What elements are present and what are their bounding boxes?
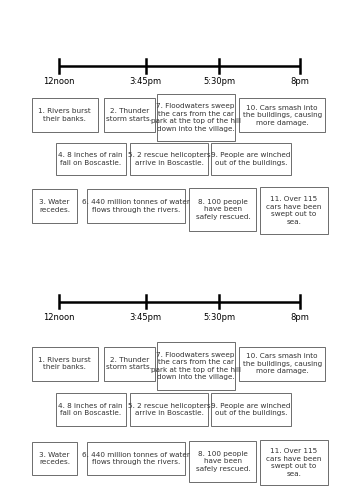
Text: 3. Water
recedes.: 3. Water recedes. bbox=[39, 199, 70, 212]
Text: 3. Water
recedes.: 3. Water recedes. bbox=[39, 452, 70, 465]
FancyBboxPatch shape bbox=[130, 142, 208, 175]
FancyBboxPatch shape bbox=[211, 142, 291, 175]
Text: 5. 2 rescue helicopters
arrive in Boscastle.: 5. 2 rescue helicopters arrive in Boscas… bbox=[128, 152, 211, 166]
FancyBboxPatch shape bbox=[239, 98, 325, 132]
Text: 4. 8 inches of rain
fall on Boscastle.: 4. 8 inches of rain fall on Boscastle. bbox=[58, 152, 123, 166]
Text: 3:45pm: 3:45pm bbox=[130, 312, 162, 322]
FancyBboxPatch shape bbox=[130, 394, 208, 426]
Text: 10. Cars smash into
the buildings, causing
more damage.: 10. Cars smash into the buildings, causi… bbox=[242, 104, 322, 126]
FancyBboxPatch shape bbox=[87, 442, 185, 474]
Text: 11. Over 115
cars have been
swept out to
sea.: 11. Over 115 cars have been swept out to… bbox=[266, 196, 321, 225]
Text: 2. Thunder
storm starts.: 2. Thunder storm starts. bbox=[107, 108, 153, 122]
FancyBboxPatch shape bbox=[211, 394, 291, 426]
FancyBboxPatch shape bbox=[32, 347, 98, 380]
Text: 7. Floodwaters sweep
the cars from the car
park at the top of the hill
down into: 7. Floodwaters sweep the cars from the c… bbox=[151, 104, 241, 132]
Text: 6. 440 million tonnes of water
flows through the rivers.: 6. 440 million tonnes of water flows thr… bbox=[82, 199, 190, 212]
Text: 2. Thunder
storm starts.: 2. Thunder storm starts. bbox=[107, 357, 153, 370]
FancyBboxPatch shape bbox=[32, 442, 77, 474]
FancyBboxPatch shape bbox=[259, 440, 328, 485]
FancyBboxPatch shape bbox=[157, 342, 235, 390]
FancyBboxPatch shape bbox=[104, 98, 155, 132]
FancyBboxPatch shape bbox=[87, 189, 185, 222]
FancyBboxPatch shape bbox=[104, 347, 155, 380]
Text: 9. People are winched
out of the buildings.: 9. People are winched out of the buildin… bbox=[211, 403, 291, 416]
Text: 8pm: 8pm bbox=[291, 312, 309, 322]
Text: 1. Rivers burst
their banks.: 1. Rivers burst their banks. bbox=[39, 357, 91, 370]
Text: 12noon: 12noon bbox=[43, 312, 74, 322]
Text: 12noon: 12noon bbox=[43, 77, 74, 86]
Text: 5. 2 rescue helicopters
arrive in Boscastle.: 5. 2 rescue helicopters arrive in Boscas… bbox=[128, 403, 211, 416]
Text: 8. 100 people
have been
safely rescued.: 8. 100 people have been safely rescued. bbox=[195, 451, 250, 472]
Text: 10. Cars smash into
the buildings, causing
more damage.: 10. Cars smash into the buildings, causi… bbox=[242, 353, 322, 374]
Text: 8pm: 8pm bbox=[291, 77, 309, 86]
Text: 3:45pm: 3:45pm bbox=[130, 77, 162, 86]
FancyBboxPatch shape bbox=[56, 394, 126, 426]
FancyBboxPatch shape bbox=[239, 347, 325, 380]
Text: 1. Rivers burst
their banks.: 1. Rivers burst their banks. bbox=[39, 108, 91, 122]
Text: 6. 440 million tonnes of water
flows through the rivers.: 6. 440 million tonnes of water flows thr… bbox=[82, 452, 190, 465]
Text: 4. 8 inches of rain
fall on Boscastle.: 4. 8 inches of rain fall on Boscastle. bbox=[58, 403, 123, 416]
Text: 7. Floodwaters sweep
the cars from the car
park at the top of the hill
down into: 7. Floodwaters sweep the cars from the c… bbox=[151, 352, 241, 380]
FancyBboxPatch shape bbox=[189, 441, 256, 482]
Text: 5:30pm: 5:30pm bbox=[203, 77, 235, 86]
FancyBboxPatch shape bbox=[157, 94, 235, 142]
FancyBboxPatch shape bbox=[56, 142, 126, 175]
Text: 11. Over 115
cars have been
swept out to
sea.: 11. Over 115 cars have been swept out to… bbox=[266, 448, 321, 477]
Text: 5:30pm: 5:30pm bbox=[203, 312, 235, 322]
FancyBboxPatch shape bbox=[259, 186, 328, 234]
FancyBboxPatch shape bbox=[32, 98, 98, 132]
FancyBboxPatch shape bbox=[189, 188, 256, 231]
Text: 8. 100 people
have been
safely rescued.: 8. 100 people have been safely rescued. bbox=[195, 199, 250, 220]
Text: 9. People are winched
out of the buildings.: 9. People are winched out of the buildin… bbox=[211, 152, 291, 166]
FancyBboxPatch shape bbox=[32, 189, 77, 222]
